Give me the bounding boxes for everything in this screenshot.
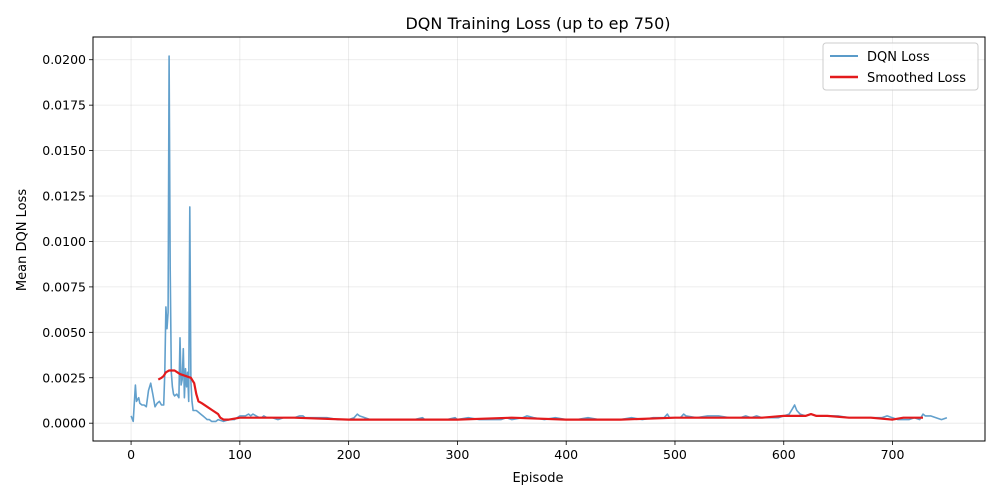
y-tick-label: 0.0100	[42, 234, 86, 249]
x-tick-label: 400	[554, 447, 578, 462]
y-tick-label: 0.0025	[42, 370, 86, 385]
x-tick-label: 500	[663, 447, 687, 462]
x-tick-label: 200	[337, 447, 361, 462]
y-axis-title: Mean DQN Loss	[15, 189, 30, 291]
series-line-smoothed-loss	[157, 369, 923, 421]
legend-label-dqn-loss: DQN Loss	[867, 50, 930, 65]
y-tick-label: 0.0000	[42, 416, 86, 431]
plot-frame	[92, 36, 986, 442]
chart-title: DQN Training Loss (up to ep 750)	[405, 14, 670, 33]
legend: DQN Loss Smoothed Loss	[822, 42, 979, 91]
legend-box	[822, 42, 979, 91]
y-tick-label: 0.0200	[42, 52, 86, 67]
tick-layer: 0 100 200 300 400 500 600 700 0.0000 0.0025 0.0050…	[42, 52, 904, 462]
y-tick-label: 0.0150	[42, 143, 86, 158]
grid-layer	[93, 37, 985, 441]
x-axis-title: Episode	[512, 471, 563, 486]
x-tick-label: 700	[881, 447, 905, 462]
y-tick-label: 0.0050	[42, 325, 86, 340]
x-tick-label: 100	[228, 447, 252, 462]
series-layer	[130, 55, 948, 423]
y-tick-label: 0.0075	[42, 279, 86, 294]
legend-label-smoothed-loss: Smoothed Loss	[867, 71, 966, 86]
x-tick-label: 0	[127, 447, 135, 462]
x-tick-label: 300	[445, 447, 469, 462]
y-tick-label: 0.0175	[42, 98, 86, 113]
x-tick-label: 600	[772, 447, 796, 462]
y-tick-label: 0.0125	[42, 189, 86, 204]
